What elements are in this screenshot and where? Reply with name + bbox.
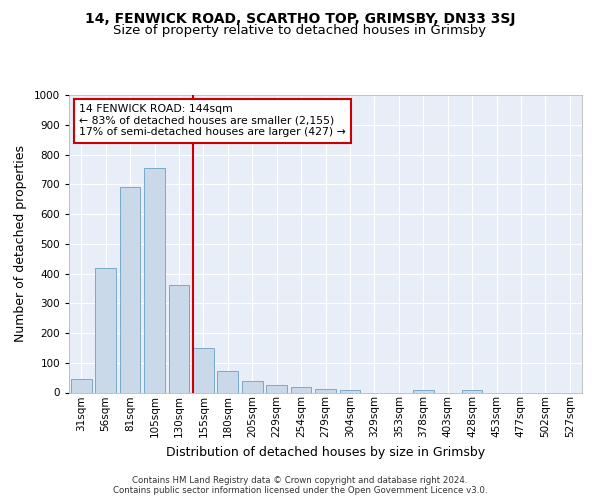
Text: 14 FENWICK ROAD: 144sqm
← 83% of detached houses are smaller (2,155)
17% of semi: 14 FENWICK ROAD: 144sqm ← 83% of detache…: [79, 104, 346, 137]
Bar: [169, 286, 190, 393]
Bar: [461, 390, 482, 392]
Bar: [95, 268, 116, 392]
Bar: [71, 379, 92, 392]
X-axis label: Distribution of detached houses by size in Grimsby: Distribution of detached houses by size …: [166, 446, 485, 458]
Text: Size of property relative to detached houses in Grimsby: Size of property relative to detached ho…: [113, 24, 487, 37]
Text: 14, FENWICK ROAD, SCARTHO TOP, GRIMSBY, DN33 3SJ: 14, FENWICK ROAD, SCARTHO TOP, GRIMSBY, …: [85, 12, 515, 26]
Bar: [242, 381, 263, 392]
Bar: [315, 389, 336, 392]
Bar: [217, 371, 238, 392]
Y-axis label: Number of detached properties: Number of detached properties: [14, 145, 27, 342]
Bar: [290, 387, 311, 392]
Text: Contains public sector information licensed under the Open Government Licence v3: Contains public sector information licen…: [113, 486, 487, 495]
Bar: [193, 348, 214, 393]
Bar: [144, 168, 165, 392]
Bar: [119, 187, 140, 392]
Bar: [266, 385, 287, 392]
Bar: [340, 390, 361, 392]
Text: Contains HM Land Registry data © Crown copyright and database right 2024.: Contains HM Land Registry data © Crown c…: [132, 476, 468, 485]
Bar: [413, 390, 434, 392]
